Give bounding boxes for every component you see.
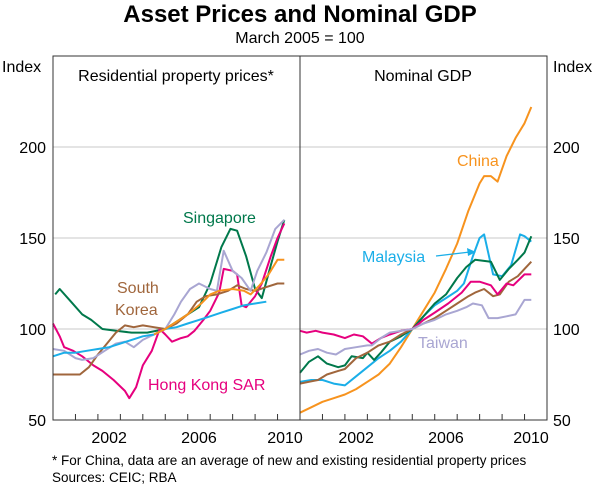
left-xtick-label-2010: 2010 (267, 430, 303, 447)
right-series-china (299, 106, 533, 414)
axis-ticks (74, 414, 526, 420)
annotation-south: South (117, 280, 159, 297)
annotation-malaysia: Malaysia (362, 249, 425, 266)
right-panel-lines (299, 106, 533, 414)
annotation-china: China (457, 153, 499, 170)
left-series-singapore (54, 219, 286, 334)
annotation-taiwan: Taiwan (418, 335, 468, 352)
y-tick-labels: 50 50 100 100 150 150 200 200 (19, 140, 580, 430)
ytick-right-100: 100 (553, 322, 580, 339)
ytick-left-150: 150 (19, 231, 46, 248)
left-xtick-label-2006: 2006 (181, 430, 217, 447)
ytick-left-50: 50 (28, 413, 46, 430)
left-series-taiwan (52, 219, 286, 361)
chart-subtitle: March 2005 = 100 (235, 30, 365, 47)
annotation-singapore: Singapore (183, 210, 256, 227)
malaysia-arrow (435, 248, 476, 257)
y-axis-label-left: Index (2, 59, 41, 76)
annotation-korea: Korea (115, 302, 158, 319)
panel-title-left: Residential property prices* (78, 68, 274, 85)
y-axis-label-right: Index (553, 59, 592, 76)
footnote: * For China, data are an average of new … (52, 453, 527, 468)
ytick-left-100: 100 (19, 322, 46, 339)
left-series-hong-kong-sar (52, 222, 286, 400)
sources: Sources: CEIC; RBA (52, 470, 177, 485)
ytick-right-200: 200 (553, 140, 580, 157)
left-xtick-label-2002: 2002 (91, 430, 127, 447)
right-xtick-label-2006: 2006 (428, 430, 464, 447)
annotation-hong-kong: Hong Kong SAR (148, 377, 265, 394)
ytick-right-50: 50 (553, 413, 571, 430)
panel-title-right: Nominal GDP (374, 68, 472, 85)
x-tick-labels: 2002 2006 2010 2002 2006 2010 (91, 430, 549, 447)
left-series-china (153, 258, 285, 336)
right-series-taiwan (299, 298, 532, 356)
ytick-left-200: 200 (19, 140, 46, 157)
right-series-hong-kong-sar (299, 273, 532, 345)
chart-title: Asset Prices and Nominal GDP (123, 1, 477, 28)
left-panel-lines (52, 219, 286, 400)
footnote-block: * For China, data are an average of new … (52, 452, 526, 486)
right-xtick-label-2010: 2010 (513, 430, 549, 447)
ytick-right-150: 150 (553, 231, 580, 248)
chart-frame (52, 55, 548, 421)
right-xtick-label-2002: 2002 (338, 430, 374, 447)
